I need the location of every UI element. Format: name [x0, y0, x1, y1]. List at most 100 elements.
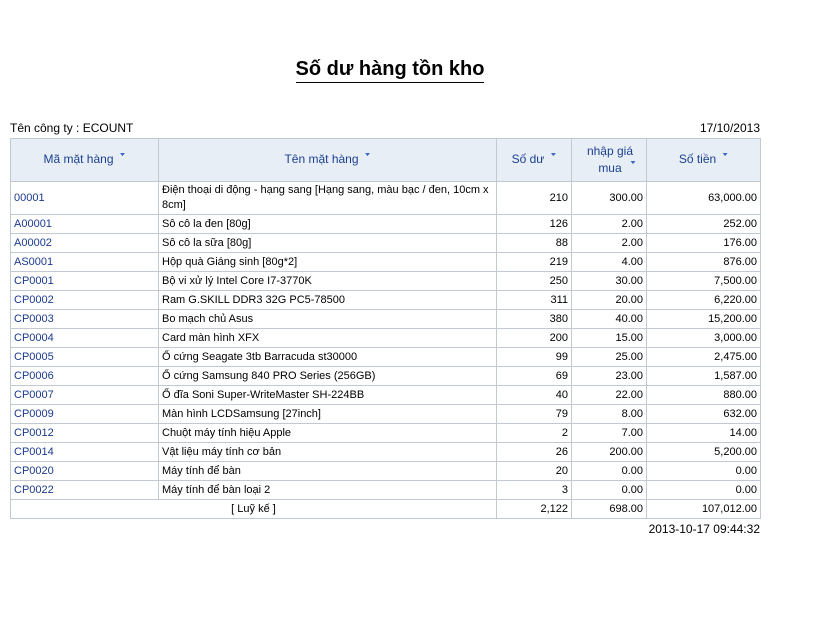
item-code-link[interactable]: CP0009 [10, 404, 159, 424]
column-header-name[interactable]: Tên mặt hàng 🢓 [158, 138, 497, 182]
item-name: Màn hình LCDSamsung [27inch] [158, 404, 497, 424]
item-name: Điện thoại di động - hạng sang [Hạng san… [158, 181, 497, 215]
item-name: Ổ đĩa Soni Super-WriteMaster SH-224BB [158, 385, 497, 405]
sort-down-icon[interactable]: 🢓 [629, 162, 636, 174]
item-balance: 200 [496, 328, 572, 348]
total-amount: 107,012.00 [646, 499, 761, 519]
table-row: CP0005 Ổ cứng Seagate 3tb Barracuda st300… [10, 347, 761, 367]
item-name: Card màn hình XFX [158, 328, 497, 348]
item-balance: 40 [496, 385, 572, 405]
item-balance: 26 [496, 442, 572, 462]
item-code-link[interactable]: 00001 [10, 181, 159, 215]
item-balance: 250 [496, 271, 572, 291]
item-amount: 0.00 [646, 461, 761, 481]
item-code-link[interactable]: CP0004 [10, 328, 159, 348]
item-price: 7.00 [571, 423, 647, 443]
sort-down-icon[interactable]: 🢓 [722, 154, 729, 166]
column-header-balance[interactable]: Số dư 🢓 [496, 138, 572, 182]
item-price: 0.00 [571, 461, 647, 481]
item-balance: 126 [496, 214, 572, 234]
item-name: Sô cô la sữa [80g] [158, 233, 497, 253]
table-row: CP0020 Máy tính để bàn 20 0.00 0.00 [10, 461, 761, 481]
table-row: CP0012 Chuột máy tính hiệu Apple 2 7.00 14.0… [10, 423, 761, 443]
item-amount: 2,475.00 [646, 347, 761, 367]
total-row: [ Luỹ kế ] 2,122 698.00 107,012.00 [10, 499, 761, 519]
item-code-link[interactable]: CP0022 [10, 480, 159, 500]
column-header-label: Mã mặt hàng [43, 152, 114, 166]
column-header-amount[interactable]: Số tiền 🢓 [646, 138, 761, 182]
item-name: Bo mạch chủ Asus [158, 309, 497, 329]
item-code-link[interactable]: CP0002 [10, 290, 159, 310]
table-row: CP0006 Ổ cứng Samsung 840 PRO Series (256… [10, 366, 761, 386]
item-amount: 7,500.00 [646, 271, 761, 291]
report-date: 17/10/2013 [699, 121, 760, 135]
item-code-link[interactable]: CP0005 [10, 347, 159, 367]
table-row: A00002 Sô cô la sữa [80g] 88 2.00 176.00 [10, 233, 761, 253]
item-code-link[interactable]: A00002 [10, 233, 159, 253]
table-row: CP0003 Bo mạch chủ Asus 380 40.00 15,200.00 [10, 309, 761, 329]
item-code-link[interactable]: CP0020 [10, 461, 159, 481]
column-header-label: Số dư [511, 152, 545, 166]
item-balance: 99 [496, 347, 572, 367]
item-name: Chuột máy tính hiệu Apple [158, 423, 497, 443]
column-header-label: nhập giá mua [586, 144, 633, 175]
item-balance: 2 [496, 423, 572, 443]
item-code-link[interactable]: AS0001 [10, 252, 159, 272]
item-balance: 88 [496, 233, 572, 253]
item-price: 30.00 [571, 271, 647, 291]
total-label: [ Luỹ kế ] [10, 499, 497, 519]
item-balance: 3 [496, 480, 572, 500]
item-amount: 6,220.00 [646, 290, 761, 310]
item-price: 15.00 [571, 328, 647, 348]
item-name: Máy tính để bàn loại 2 [158, 480, 497, 500]
item-code-link[interactable]: CP0007 [10, 385, 159, 405]
item-code-link[interactable]: CP0006 [10, 366, 159, 386]
item-amount: 632.00 [646, 404, 761, 424]
item-name: Hộp quà Giáng sinh [80g*2] [158, 252, 497, 272]
column-header-price[interactable]: nhập giá mua 🢓 [571, 138, 647, 182]
item-balance: 79 [496, 404, 572, 424]
item-price: 300.00 [571, 181, 647, 215]
item-code-link[interactable]: CP0012 [10, 423, 159, 443]
table-row: CP0001 Bộ vi xử lý Intel Core I7-3770K 250… [10, 271, 761, 291]
page-title: Số dư hàng tồn kho [295, 58, 485, 83]
sort-down-icon[interactable]: 🢓 [550, 154, 557, 166]
item-name: Máy tính để bàn [158, 461, 497, 481]
table-row: AS0001 Hộp quà Giáng sinh [80g*2] 219 4.00 8… [10, 252, 761, 272]
table-row: CP0002 Ram G.SKILL DDR3 32G PC5-78500 311 2… [10, 290, 761, 310]
item-code-link[interactable]: CP0003 [10, 309, 159, 329]
item-code-link[interactable]: CP0001 [10, 271, 159, 291]
table-row: CP0004 Card màn hình XFX 200 15.00 3,000.00 [10, 328, 761, 348]
item-balance: 20 [496, 461, 572, 481]
item-price: 8.00 [571, 404, 647, 424]
item-name: Ổ cứng Seagate 3tb Barracuda st30000 [158, 347, 497, 367]
item-price: 40.00 [571, 309, 647, 329]
item-name: Ram G.SKILL DDR3 32G PC5-78500 [158, 290, 497, 310]
item-price: 2.00 [571, 214, 647, 234]
table-row: CP0007 Ổ đĩa Soni Super-WriteMaster SH-22… [10, 385, 761, 405]
item-balance: 69 [496, 366, 572, 386]
item-name: Bộ vi xử lý Intel Core I7-3770K [158, 271, 497, 291]
item-amount: 15,200.00 [646, 309, 761, 329]
column-header-code[interactable]: Mã mặt hàng 🢓 [10, 138, 159, 182]
sort-down-icon[interactable]: 🢓 [119, 154, 126, 166]
column-header-label: Số tiền [678, 152, 717, 166]
title-container: Số dư hàng tồn kho [0, 58, 780, 83]
item-name: Ổ cứng Samsung 840 PRO Series (256GB) [158, 366, 497, 386]
table-body: 00001 Điện thoại di động - hạng sang [Hạn… [10, 181, 761, 500]
sort-down-icon[interactable]: 🢓 [364, 154, 371, 166]
total-price: 698.00 [571, 499, 647, 519]
inventory-table: Mã mặt hàng 🢓 Tên mặt hàng 🢓 Số dư 🢓 nhập g… [10, 138, 761, 519]
item-name: Vật liệu máy tính cơ bản [158, 442, 497, 462]
item-name: Sô cô la đen [80g] [158, 214, 497, 234]
item-code-link[interactable]: A00001 [10, 214, 159, 234]
item-amount: 176.00 [646, 233, 761, 253]
item-price: 23.00 [571, 366, 647, 386]
item-price: 22.00 [571, 385, 647, 405]
item-code-link[interactable]: CP0014 [10, 442, 159, 462]
report-meta: Tên công ty : ECOUNT 17/10/2013 [10, 121, 760, 137]
table-header-row: Mã mặt hàng 🢓 Tên mặt hàng 🢓 Số dư 🢓 nhập g… [10, 138, 761, 182]
item-price: 2.00 [571, 233, 647, 253]
column-header-label: Tên mặt hàng [284, 152, 359, 166]
item-price: 25.00 [571, 347, 647, 367]
